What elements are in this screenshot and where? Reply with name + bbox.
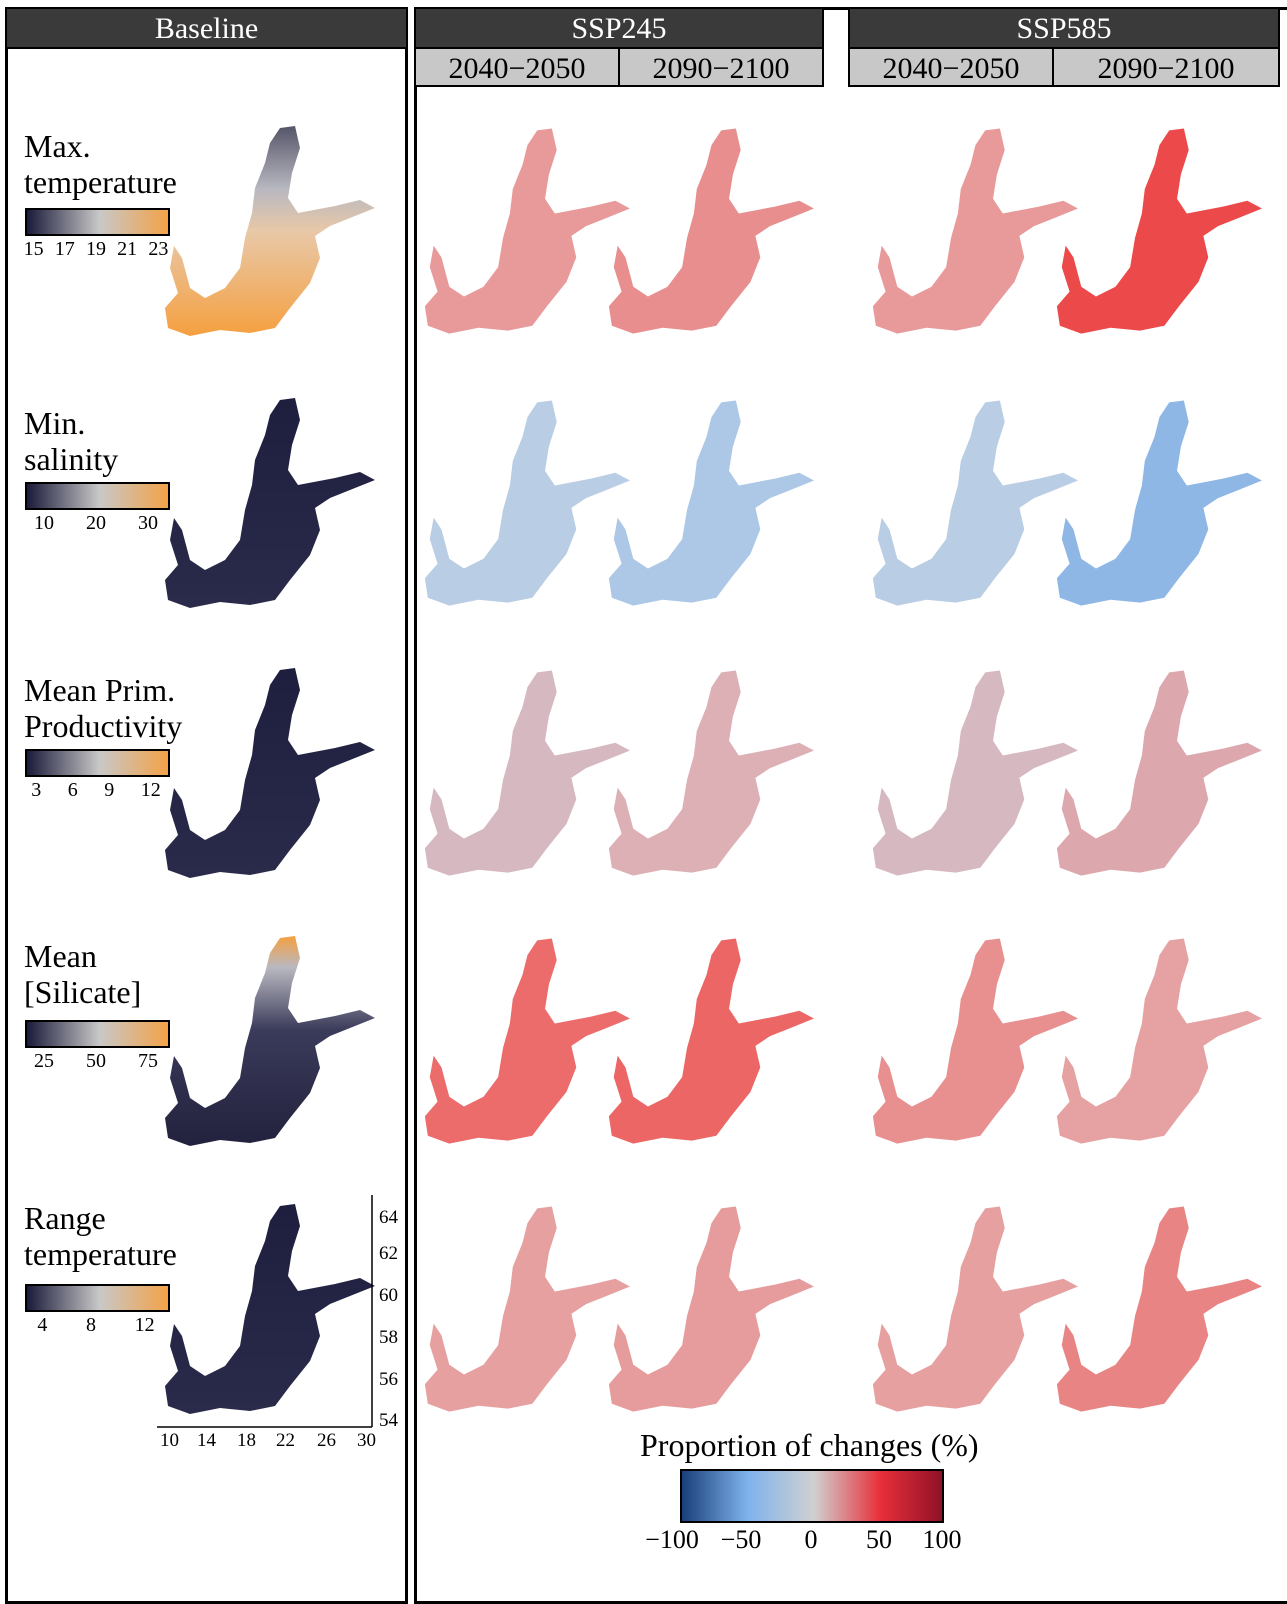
colorbar-tick-label: 25: [34, 1050, 54, 1072]
projection-map: [424, 1206, 630, 1412]
projection-map: [424, 128, 630, 334]
colorbar-tick-label: 9: [104, 779, 115, 801]
baseline-colorbar: [25, 208, 170, 236]
baseline-map: [165, 668, 375, 878]
colorbar-tick-labels: 10 20 30: [18, 512, 174, 535]
subheader-ssp245-period2: 2090−2100: [618, 47, 824, 87]
projection-map: [1056, 670, 1262, 876]
projection-map: [608, 670, 814, 876]
colorbar-tick-labels: 15 17 19 21 23: [18, 238, 174, 261]
variable-label: Range temperature: [24, 1200, 177, 1272]
colorbar-tick-label: 23: [148, 238, 169, 260]
colorbar-tick-labels: 3 6 9 12: [18, 779, 174, 802]
colorbar-tick-labels: 4 8 12: [18, 1314, 174, 1337]
header-baseline: Baseline: [5, 7, 408, 49]
latitude-tick-label: 54: [379, 1410, 398, 1431]
latitude-tick-label: 56: [379, 1369, 398, 1390]
variable-label: Max. temperature: [24, 128, 177, 200]
colorbar-tick-label: 3: [31, 779, 42, 801]
projection-map: [1056, 1206, 1262, 1412]
legend-title: Proportion of changes (%): [640, 1427, 979, 1463]
baseline-map: [165, 398, 375, 608]
colorbar-tick-labels: 25 50 75: [18, 1050, 174, 1073]
colorbar-tick-label: 8: [85, 1314, 96, 1336]
colorbar-tick-label: 17: [54, 238, 75, 260]
longitude-tick-label: 18: [237, 1430, 256, 1451]
subheader-ssp585-period1: 2040−2050: [848, 47, 1054, 87]
variable-label: Min. salinity: [24, 405, 119, 477]
colorbar-tick-label: 50: [86, 1050, 106, 1072]
legend-tick-label: −100: [645, 1525, 699, 1554]
colorbar-tick-label: 21: [117, 238, 138, 260]
legend-tick-label: 100: [922, 1525, 962, 1554]
projection-map: [424, 938, 630, 1144]
colorbar-tick-label: 6: [67, 779, 78, 801]
colorbar-tick-label: 4: [37, 1314, 48, 1336]
longitude-tick-label: 22: [276, 1430, 295, 1451]
projection-map: [872, 128, 1078, 334]
baseline-colorbar: [25, 482, 170, 510]
baseline-colorbar: [25, 1284, 170, 1312]
projection-map: [1056, 400, 1262, 606]
projection-map: [608, 400, 814, 606]
projection-map: [424, 400, 630, 606]
projection-map: [608, 1206, 814, 1412]
header-ssp585: SSP585: [848, 7, 1280, 49]
longitude-tick-label: 14: [197, 1430, 216, 1451]
latitude-tick-label: 60: [379, 1285, 398, 1306]
subheader-ssp585-period2: 2090−2100: [1052, 47, 1280, 87]
baseline-axes: [157, 1195, 373, 1428]
baseline-map: [165, 936, 375, 1146]
latitude-tick-label: 64: [379, 1207, 398, 1228]
variable-label: Mean Prim. Productivity: [24, 672, 183, 744]
latitude-tick-label: 58: [379, 1327, 398, 1348]
projection-map: [608, 128, 814, 334]
subheader-ssp245-period1: 2040−2050: [414, 47, 620, 87]
longitude-tick-label: 26: [317, 1430, 336, 1451]
projection-map: [872, 670, 1078, 876]
baseline-map: [165, 126, 375, 336]
header-ssp245: SSP245: [414, 7, 824, 49]
projection-map: [608, 938, 814, 1144]
legend-colorbar: [680, 1469, 944, 1523]
colorbar-tick-label: 30: [138, 512, 158, 534]
baseline-colorbar: [25, 1020, 170, 1048]
colorbar-tick-label: 15: [23, 238, 44, 260]
projection-map: [872, 400, 1078, 606]
legend-tick-label: 50: [866, 1525, 892, 1554]
projection-map: [1056, 938, 1262, 1144]
colorbar-tick-label: 10: [34, 512, 54, 534]
projection-map: [872, 938, 1078, 1144]
colorbar-tick-label: 19: [85, 238, 106, 260]
projection-map: [1056, 128, 1262, 334]
variable-label: Mean [Silicate]: [24, 938, 142, 1010]
legend-tick-label: 0: [804, 1525, 818, 1554]
colorbar-tick-label: 20: [86, 512, 106, 534]
baseline-colorbar: [25, 749, 170, 777]
colorbar-tick-label: 12: [140, 779, 161, 801]
latitude-tick-label: 62: [379, 1243, 398, 1264]
longitude-tick-label: 30: [357, 1430, 376, 1451]
longitude-tick-label: 10: [160, 1430, 179, 1451]
legend-tick-label: −50: [720, 1525, 762, 1554]
projection-map: [424, 670, 630, 876]
colorbar-tick-label: 12: [134, 1314, 155, 1336]
projection-map: [872, 1206, 1078, 1412]
colorbar-tick-label: 75: [138, 1050, 158, 1072]
